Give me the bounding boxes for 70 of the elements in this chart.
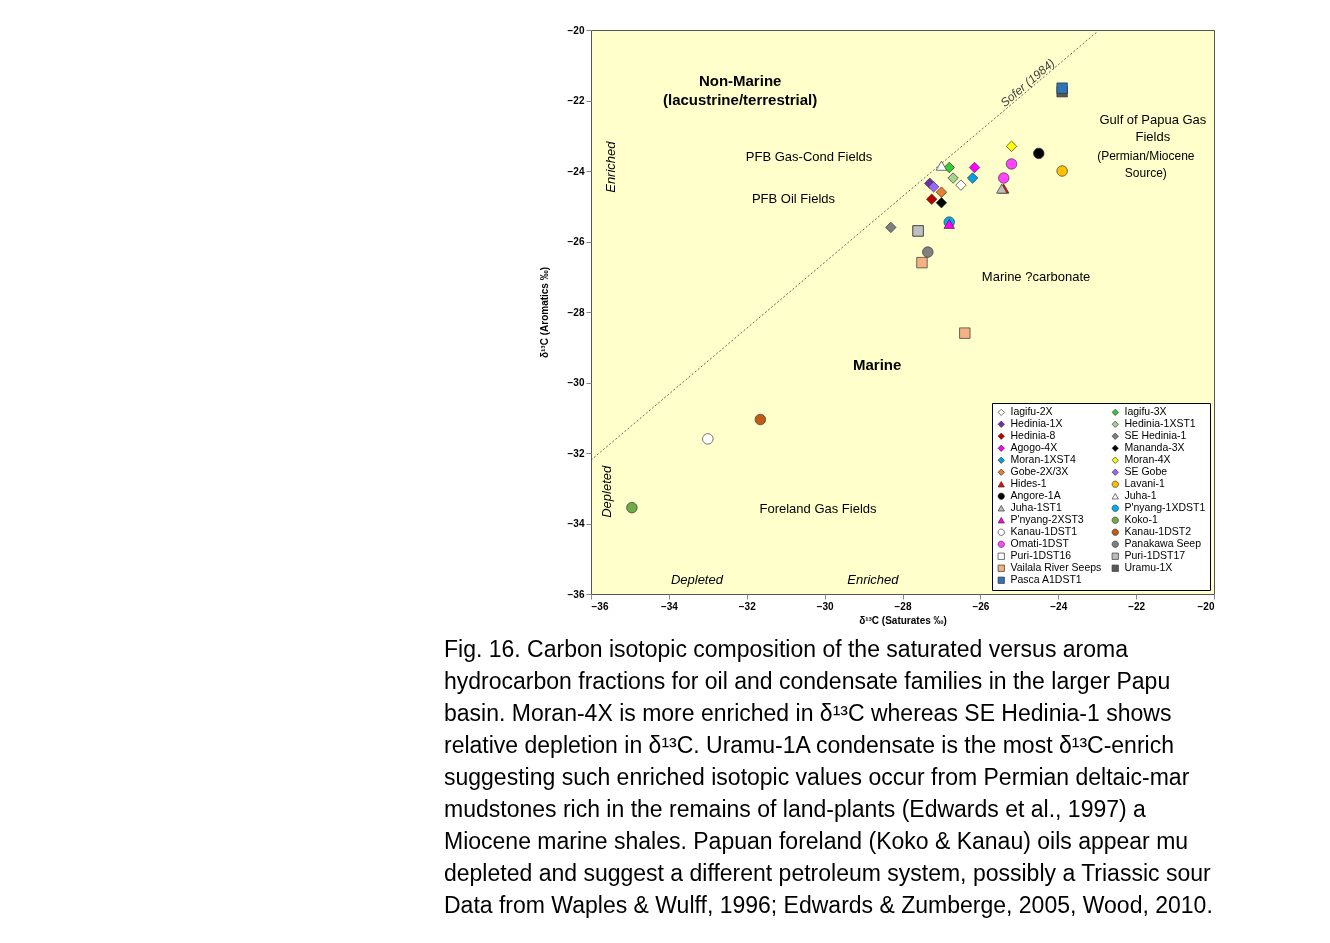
- legend-label: Koko-1: [1124, 513, 1158, 526]
- legend-label: Hedinia-1X: [1010, 417, 1063, 430]
- x-tick-label: −34: [660, 600, 679, 612]
- x-tick-label: −22: [1128, 600, 1146, 612]
- legend-label: Puri-1DST17: [1124, 549, 1186, 562]
- x-tick-label: −32: [738, 600, 757, 612]
- annotation: Non-Marine (lacustrine/terrestrial): [663, 72, 818, 109]
- y-tick-label: −26: [567, 236, 585, 247]
- x-tick-label: −26: [972, 600, 990, 612]
- text: Miocene marine shales. Papuan foreland (Koko & Kanau) oils appear mu: [444, 828, 1189, 854]
- text: hydrocarbon fractions for oil and condensate families in the larger Papu: [444, 668, 1171, 694]
- text: basin. Moran-4X is more enriched in δ¹³C whereas SE Hedinia-1 shows: [444, 700, 1172, 726]
- legend-label: Panakawa Seep: [1124, 537, 1202, 550]
- annotation: Gulf of Papua Gas Fields: [1099, 111, 1207, 144]
- legend-label: Pasca A1DST1: [1010, 573, 1082, 586]
- x-axis-title: δ¹³C (Saturates ‰): [859, 614, 947, 626]
- legend-label: Mananda-3X: [1124, 441, 1185, 454]
- legend-label: P'nyang-1XDST1: [1124, 501, 1206, 514]
- annotation: (Permian/Miocene Source): [1097, 148, 1195, 180]
- legend-label: Puri-1DST16: [1010, 549, 1072, 562]
- legend-label: Hedinia-8: [1010, 429, 1056, 442]
- legend-label: Moran-1XST4: [1010, 453, 1077, 466]
- y-tick-label: −24: [567, 165, 585, 177]
- legend-label: Angore-1A: [1010, 489, 1061, 502]
- y-tick-label: −34: [567, 518, 585, 529]
- legend-label: Hedinia-1XST1: [1124, 417, 1196, 430]
- x-tick-label: −24: [1050, 600, 1068, 612]
- legend-label: Hides-1: [1010, 477, 1047, 490]
- x-tick-label: −30: [816, 600, 835, 612]
- legend-label: P'nyang-2XST3: [1010, 513, 1084, 526]
- caption: Fig. 16. Carbon isotopic composition of the saturated versus aroma: [444, 636, 1129, 662]
- annotation: Enriched: [847, 571, 900, 587]
- annotation: PFB Gas-Cond Fields: [745, 148, 873, 164]
- legend-label: Gobe-2X/3X: [1010, 465, 1069, 478]
- legend-label: Juha-1: [1124, 489, 1157, 502]
- legend-label: Vailala River Seeps: [1010, 561, 1102, 574]
- y-tick-label: −30: [567, 377, 585, 388]
- y-axis-title: δ¹³C (Aromatics ‰): [538, 266, 550, 359]
- y-tick-label: −20: [567, 24, 585, 36]
- legend-label: SE Gobe: [1124, 465, 1168, 478]
- legend-label: Agogo-4X: [1010, 441, 1058, 454]
- annotation: Marine ?carbonate: [981, 268, 1091, 284]
- y-tick-label: −22: [567, 95, 585, 106]
- legend-label: Kanau-1DST1: [1010, 525, 1078, 538]
- annotation: PFB Oil Fields: [751, 191, 836, 207]
- legend-label: Moran-4X: [1124, 453, 1171, 466]
- legend-label: Lavani-1: [1124, 477, 1165, 490]
- y-tick-label: −28: [567, 306, 585, 318]
- y-tick-label: −36: [567, 588, 585, 600]
- annotation: Marine: [853, 355, 902, 373]
- annotation: Foreland Gas Fields: [759, 501, 878, 517]
- y-tick-label: −32: [567, 447, 585, 459]
- text: mudstones rich in the remains of land-plants (Edwards et al., 1997) a: [444, 796, 1147, 822]
- x-tick-label: −36: [591, 600, 609, 612]
- text: relative depletion in δ¹³C. Uramu-1A condensate is the most δ¹³C-enrich: [444, 732, 1174, 758]
- text: Data from Waples & Wulff, 1996; Edwards & Zumberge, 2005, Wood, 2010.: [444, 892, 1213, 918]
- text: suggesting such enriched isotopic values occur from Permian deltaic-mar: [444, 764, 1190, 790]
- legend-label: Kanau-1DST2: [1124, 525, 1192, 538]
- legend-label: Juha-1ST1: [1010, 501, 1063, 514]
- x-tick-label: −20: [1197, 600, 1215, 612]
- legend-label: SE Hedinia-1: [1124, 429, 1187, 442]
- x-tick-label: −28: [894, 600, 912, 612]
- annotation: Depleted: [670, 571, 724, 587]
- text: depleted and suggest a different petroleum system, possibly a Triassic sour: [444, 860, 1211, 886]
- annotation: Enriched: [602, 140, 618, 193]
- annotation: Depleted: [598, 464, 614, 518]
- legend-label: Iagifu-2X: [1010, 405, 1053, 418]
- legend-label: Omati-1DST: [1010, 537, 1070, 550]
- legend-label: Iagifu-3X: [1124, 405, 1167, 418]
- legend-label: Uramu-1X: [1124, 561, 1173, 574]
